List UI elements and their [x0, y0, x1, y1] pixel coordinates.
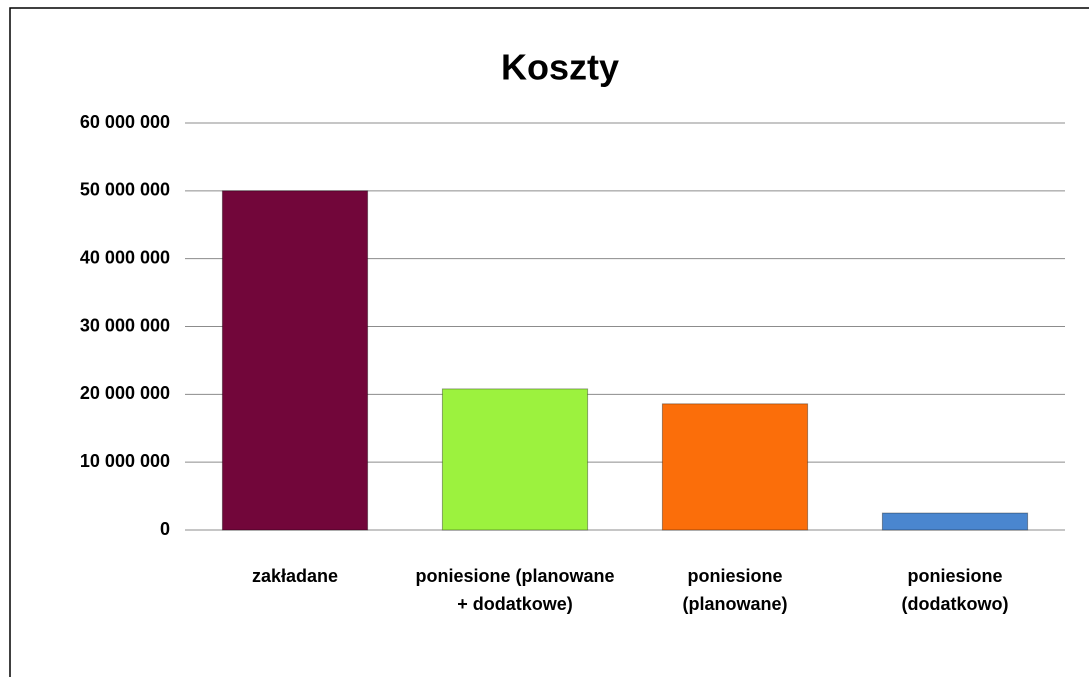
chart-title: Koszty — [501, 47, 619, 88]
y-tick-label: 30 000 000 — [80, 315, 170, 335]
y-tick-label: 0 — [160, 519, 170, 539]
x-tick-label: poniesione (dodatkowo) — [901, 566, 1009, 614]
chart-frame — [9, 7, 1089, 677]
bar — [221, 190, 369, 531]
x-tick-label: poniesione (planowane) — [682, 566, 788, 614]
y-tick-label: 40 000 000 — [80, 247, 170, 267]
y-tick-label: 60 000 000 — [80, 112, 170, 132]
x-tick-label: zakładane — [251, 566, 339, 586]
bar — [881, 512, 1029, 531]
bar — [661, 403, 809, 531]
y-tick-label: 50 000 000 — [80, 180, 170, 200]
bar — [441, 388, 589, 531]
y-tick-label: 20 000 000 — [80, 383, 170, 403]
y-tick-label: 10 000 000 — [80, 451, 170, 471]
x-tick-label: poniesione (planowane + dodatkowe) — [415, 566, 615, 614]
